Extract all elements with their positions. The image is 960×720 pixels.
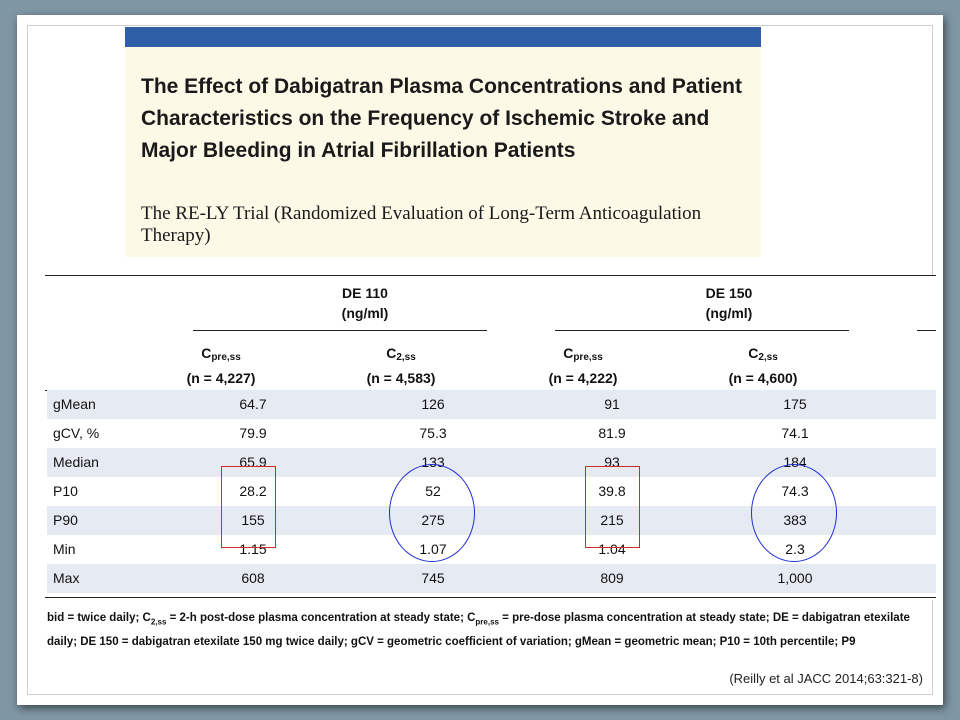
slide: The Effect of Dabigatran Plasma Concentr… [17, 15, 943, 705]
cell: 1.15 [239, 541, 267, 557]
row-label: Min [53, 541, 76, 557]
table-row: gCV, % 79.9 75.3 81.9 74.1 [47, 419, 936, 448]
row-label: P90 [53, 512, 78, 528]
highlight-oval-de110 [389, 464, 475, 562]
cell: 64.7 [239, 396, 267, 412]
cell: 1,000 [777, 570, 813, 586]
cell: 75.3 [419, 425, 447, 441]
row-label: Max [53, 570, 80, 586]
article-subtitle: The RE-LY Trial (Randomized Evaluation o… [141, 203, 702, 246]
col-header-de150-c2: C2,ss (n = 4,600) [728, 345, 798, 386]
group-rule-partial [917, 330, 936, 331]
cell: 74.1 [781, 425, 809, 441]
highlight-rectangle-de110 [221, 466, 276, 548]
cell: 809 [600, 570, 624, 586]
row-label: Median [53, 454, 99, 470]
table-bottom-rule [45, 597, 936, 598]
title-panel: The Effect of Dabigatran Plasma Concentr… [125, 27, 761, 257]
highlight-oval-de150 [751, 464, 837, 562]
col-header-de110-c2: C2,ss (n = 4,583) [366, 345, 436, 386]
footnote-line-2: daily; DE 150 = dabigatran etexilate 150… [47, 636, 856, 649]
table-row: gMean 64.7 126 91 175 [47, 390, 936, 419]
table-top-rule [45, 275, 936, 276]
pk-table: DE 110 (ng/ml) DE 150 (ng/ml) Cpre,ss (n… [45, 275, 936, 600]
table-footnote: bid = twice daily; C2,ss = 2-h post-dose… [47, 608, 937, 652]
group-rule-de110 [193, 330, 487, 331]
footnote-line-1: bid = twice daily; C2,ss = 2-h post-dose… [47, 612, 910, 627]
col-header-de110-cpre: Cpre,ss (n = 4,227) [186, 345, 256, 386]
row-label: gMean [53, 396, 96, 412]
cell: 175 [783, 396, 807, 412]
row-label: gCV, % [53, 425, 100, 441]
cell: 215 [600, 512, 624, 528]
citation: (Reilly et al JACC 2014;63:321-8) [729, 671, 923, 686]
cell: 745 [421, 570, 445, 586]
cell: 81.9 [598, 425, 626, 441]
cell: 28.2 [239, 483, 267, 499]
title-accent-bar [125, 27, 761, 47]
row-label: P10 [53, 483, 78, 499]
col-header-de150-cpre: Cpre,ss (n = 4,222) [548, 345, 618, 386]
cell: 608 [241, 570, 265, 586]
cell: 91 [604, 396, 620, 412]
highlight-rectangle-de150 [585, 466, 640, 548]
cell: 39.8 [598, 483, 626, 499]
table-row: Max 608 745 809 1,000 [47, 564, 936, 593]
group-rule-de150 [555, 330, 849, 331]
group-header-de110: DE 110 (ng/ml) [341, 285, 389, 321]
cell: 79.9 [239, 425, 267, 441]
article-title: The Effect of Dabigatran Plasma Concentr… [141, 75, 742, 162]
cell: 126 [421, 396, 445, 412]
cell: 155 [241, 512, 265, 528]
group-header-de150: DE 150 (ng/ml) [705, 285, 753, 321]
cell: 1.04 [598, 541, 626, 557]
